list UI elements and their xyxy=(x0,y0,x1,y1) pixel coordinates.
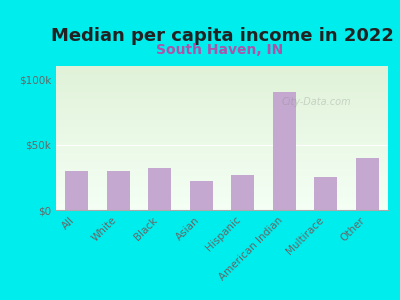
Bar xyxy=(356,158,379,210)
Title: Median per capita income in 2022: Median per capita income in 2022 xyxy=(50,27,394,45)
Bar xyxy=(65,171,88,210)
Bar xyxy=(273,92,296,210)
Text: City-Data.com: City-Data.com xyxy=(282,97,351,107)
Bar xyxy=(314,177,337,210)
Bar xyxy=(107,171,130,210)
Text: South Haven, IN: South Haven, IN xyxy=(156,44,284,58)
Bar xyxy=(148,168,171,210)
Bar xyxy=(190,181,213,210)
Bar xyxy=(231,175,254,210)
